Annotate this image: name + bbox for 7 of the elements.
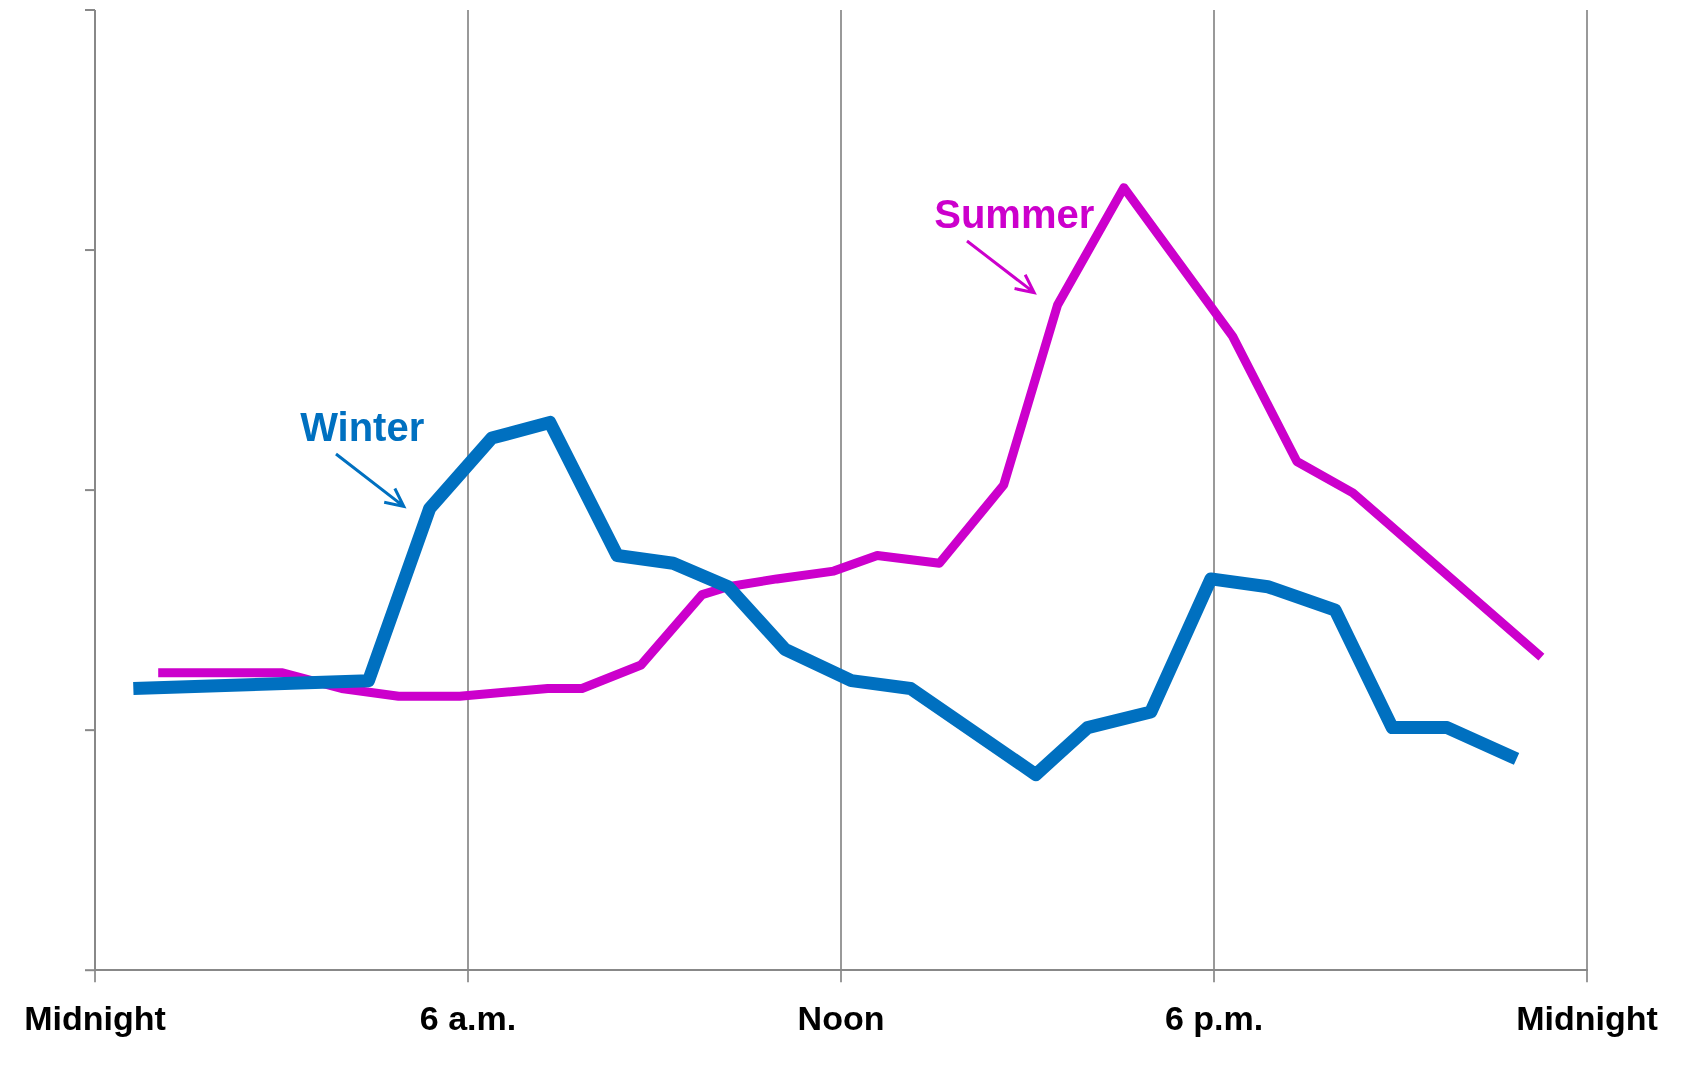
- series-label: Winter: [300, 405, 425, 450]
- series-label: Summer: [934, 192, 1095, 237]
- x-tick-label: Midnight: [24, 998, 166, 1037]
- x-tick-label: 6 p.m.: [1164, 998, 1264, 1037]
- x-tick-label: Noon: [797, 998, 885, 1037]
- x-tick-label: 6 a.m.: [419, 998, 517, 1037]
- x-tick-label: Midnight: [1516, 998, 1658, 1037]
